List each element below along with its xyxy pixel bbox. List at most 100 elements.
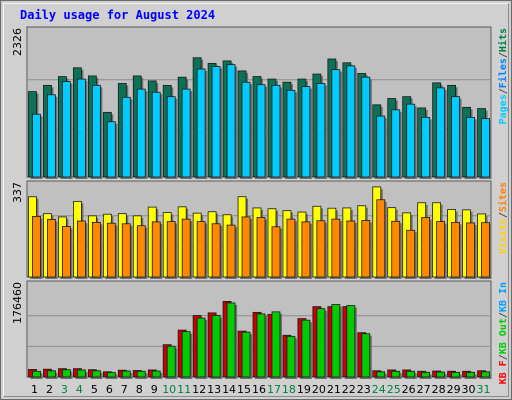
kbytes-legend: KB F/KB Out/KB In — [498, 282, 509, 384]
kbytes-bar-kb-out-28 — [436, 371, 447, 379]
hits-bar-files-31 — [481, 118, 492, 179]
hits-bar-files-20 — [316, 83, 327, 179]
kbytes-legend-item-4: KB In — [498, 282, 509, 312]
kbytes-bar-kb-out-30 — [466, 371, 477, 379]
x-tick-label-9: 9 — [151, 383, 158, 396]
hits-bar-files-24 — [376, 115, 387, 179]
kbytes-bar-kb-out-13 — [211, 315, 223, 379]
x-tick-label-26: 26 — [402, 383, 416, 396]
visits-bar-sites-10 — [166, 221, 178, 279]
x-tick-label-4: 4 — [76, 383, 83, 396]
x-tick-label-24: 24 — [372, 383, 386, 396]
x-tick-label-21: 21 — [327, 383, 341, 396]
x-tick-label-6: 6 — [106, 383, 113, 396]
visits-bar-sites-21 — [331, 218, 342, 279]
hits-bar-files-7 — [121, 96, 133, 179]
hits-bar-files-26 — [406, 103, 417, 179]
visits-bar-sites-12 — [196, 221, 208, 279]
kbytes-bar-kb-out-23 — [361, 333, 372, 379]
x-tick-label-3: 3 — [61, 383, 68, 396]
visits-bar-sites-23 — [361, 220, 372, 279]
x-tick-label-18: 18 — [282, 383, 296, 396]
visits-bar-sites-4 — [77, 220, 88, 279]
hits-bar-files-12 — [196, 68, 208, 179]
visits-bar-sites-20 — [316, 220, 327, 279]
x-tick-label-17: 17 — [267, 383, 281, 396]
kbytes-bar-kb-out-1 — [32, 370, 43, 379]
visits-ymax-label: 337 — [11, 182, 24, 203]
kbytes-bar-kb-out-24 — [376, 371, 387, 379]
visits-bar-sites-9 — [151, 221, 163, 279]
visits-bar-sites-6 — [106, 222, 118, 279]
visits-bar-sites-22 — [346, 220, 357, 279]
x-tick-label-15: 15 — [237, 383, 251, 396]
hits-bar-files-2 — [47, 94, 58, 179]
visits-bar-sites-24 — [376, 199, 387, 279]
hits-bar-files-28 — [436, 87, 447, 179]
hits-ymax-label: 2326 — [11, 28, 24, 56]
visits-bar-sites-25 — [391, 220, 402, 279]
kbytes-legend-item-1: / — [498, 354, 509, 360]
x-tick-label-20: 20 — [312, 383, 326, 396]
hits-bar-files-8 — [136, 88, 148, 179]
visits-bar-sites-31 — [481, 222, 492, 279]
visits-bar-sites-28 — [436, 221, 447, 279]
x-tick-label-29: 29 — [447, 383, 461, 396]
kbytes-bar-kb-out-16 — [256, 313, 268, 379]
kbytes-bar-kb-out-29 — [451, 371, 462, 379]
x-tick-label-27: 27 — [417, 383, 431, 396]
hits-legend-item-1: / — [498, 88, 509, 94]
visits-bar-sites-26 — [406, 229, 417, 279]
x-tick-label-8: 8 — [136, 383, 143, 396]
hits-bar-files-19 — [301, 86, 312, 179]
hits-legend-item-0: Pages — [498, 94, 509, 124]
kbytes-bar-kb-out-9 — [151, 370, 163, 379]
visits-legend-item-0: Visits — [497, 218, 509, 254]
kbytes-bar-kb-out-31 — [481, 371, 492, 379]
visits-bar-sites-15 — [241, 216, 253, 279]
x-tick-label-2: 2 — [46, 383, 53, 396]
x-tick-label-14: 14 — [222, 383, 236, 396]
kbytes-bar-kb-out-18 — [286, 335, 297, 379]
kbytes-bar-kb-out-5 — [91, 370, 103, 379]
kbytes-bar-kb-out-2 — [47, 370, 58, 379]
hits-bar-files-13 — [211, 66, 223, 179]
visits-bar-sites-2 — [47, 218, 58, 279]
kbytes-legend-item-2: KB Out — [498, 318, 509, 354]
hits-bar-files-15 — [241, 81, 253, 179]
visits-bar-sites-30 — [466, 222, 477, 279]
kbytes-bar-kb-out-4 — [77, 369, 88, 379]
chart-title: Daily usage for August 2024 — [20, 8, 216, 22]
visits-legend: Visits/Sites — [497, 182, 509, 254]
visits-bar-sites-1 — [32, 215, 43, 279]
x-tick-label-19: 19 — [297, 383, 311, 396]
hits-bar-files-6 — [106, 121, 118, 179]
kbytes-bar-kb-out-14 — [226, 302, 238, 379]
hits-bar-files-29 — [451, 96, 462, 179]
hits-bar-files-4 — [77, 78, 88, 179]
kbytes-bar-kb-out-11 — [181, 331, 193, 379]
hits-bar-files-10 — [166, 96, 178, 179]
x-tick-label-5: 5 — [91, 383, 98, 396]
hits-bar-files-30 — [466, 116, 477, 179]
visits-legend-item-2: Sites — [497, 182, 509, 212]
hits-bar-files-18 — [286, 89, 297, 179]
kbytes-bar-kb-out-6 — [106, 372, 118, 379]
x-tick-label-11: 11 — [177, 383, 191, 396]
visits-bar-sites-16 — [256, 217, 268, 279]
hits-bar-files-27 — [421, 116, 432, 179]
hits-bar-files-16 — [256, 84, 268, 179]
kbytes-bar-kb-out-20 — [316, 308, 327, 379]
visits-bar-sites-13 — [211, 223, 223, 279]
hits-legend-item-4: Hits — [497, 28, 509, 52]
hits-bar-files-1 — [32, 113, 43, 179]
hits-bar-files-5 — [91, 84, 103, 179]
hits-bar-files-9 — [151, 91, 163, 179]
kbytes-bar-kb-out-12 — [196, 317, 208, 379]
visits-bar-sites-3 — [62, 226, 73, 279]
kbytes-bar-kb-out-26 — [406, 370, 417, 379]
x-tick-label-31: 31 — [477, 383, 491, 396]
kbytes-bar-kb-out-25 — [391, 370, 402, 379]
